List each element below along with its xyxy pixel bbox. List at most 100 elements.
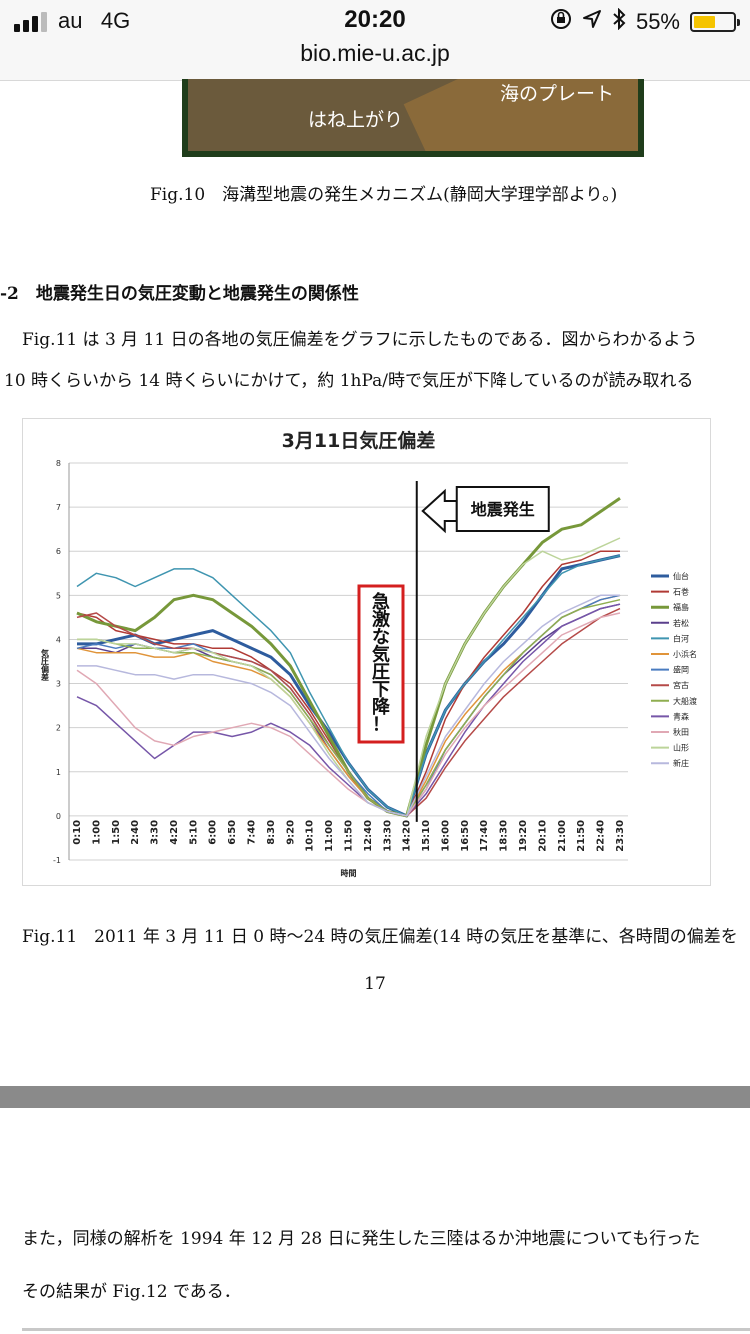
quake-annotation-label: 地震発生: [471, 500, 535, 519]
figure10-caption: Fig.10 海溝型地震の発生メカニズム(静岡大学理学部より。): [150, 185, 618, 205]
x-tick-label: 22:40: [596, 820, 607, 852]
quake-annotation-box: [455, 486, 550, 532]
next-figure-border: [22, 1328, 750, 1331]
pressure-chart: 3月11日気圧偏差 -1 0 1 2 3 4 5 6 7 8 0:10 1:00 1:50 2:40 3:30…: [22, 418, 711, 886]
series-line: [76, 594, 621, 817]
drop-annotation-char: 降: [372, 696, 391, 718]
x-tick-label: 10:10: [305, 820, 316, 852]
x-tick-label: 20:10: [537, 820, 548, 852]
series-line: [77, 594, 620, 817]
x-tick-label: 15:10: [421, 820, 432, 852]
x-tick-label: 3:30: [150, 820, 161, 845]
drop-annotation-char: ！: [372, 715, 390, 736]
x-tick-label: 13:30: [382, 820, 393, 852]
legend-label: 小浜名: [673, 649, 697, 659]
x-tick-label: 18:30: [499, 820, 510, 852]
series-line: [76, 554, 621, 817]
x-tick-label: 17:40: [479, 820, 490, 852]
paragraph-line: 10 時くらいから 14 時くらいにかけて，約 1hPa/時で気圧が下降している…: [4, 371, 694, 391]
legend-label: 白河: [673, 633, 689, 643]
x-tick-label: 19:20: [518, 820, 529, 852]
y-tick-label: 8: [56, 459, 61, 468]
x-tick-label: 12:40: [363, 820, 374, 852]
x-tick-label: 4:20: [169, 820, 180, 845]
legend-label: 福島: [673, 602, 689, 612]
x-tick-label: 2:40: [130, 820, 141, 845]
y-axis-label: 気圧偏差: [41, 648, 50, 681]
carrier-label: au 4G: [58, 8, 131, 33]
y-tick-label: 4: [56, 635, 61, 644]
paragraph-line: Fig.11 は 3 月 11 日の各地の気圧偏差をグラフに示したものである．図…: [22, 330, 698, 350]
pressure-chart-svg: 3月11日気圧偏差 -1 0 1 2 3 4 5 6 7 8 0:10 1:00 1:50 2:40 3:30…: [41, 429, 698, 878]
y-tick-label: 1: [56, 768, 61, 777]
x-tick-label: 11:50: [344, 820, 355, 852]
x-tick-label: 1:50: [111, 820, 122, 845]
x-tick-label: 5:10: [188, 820, 199, 845]
legend-label: 山形: [673, 743, 689, 753]
figure10-label-uplift: はね上がり: [308, 109, 404, 131]
figure11-caption: Fig.11 2011 年 3 月 11 日 0 時～24 時の気圧偏差(14 …: [22, 927, 738, 947]
x-tick-label: 16:50: [460, 820, 471, 852]
y-tick-label: -1: [53, 856, 61, 865]
legend-label: 宮古: [673, 680, 689, 690]
y-tick-label: 6: [56, 547, 61, 556]
drop-annotation-char: 下: [372, 680, 390, 701]
drop-annotation-char: な: [372, 627, 390, 648]
drop-annotation-box: [357, 584, 405, 744]
quake-arrow-icon: [421, 488, 458, 534]
figure10-image: はね上がり 海のプレート: [182, 79, 644, 157]
url-bar[interactable]: bio.mie-u.ac.jp: [300, 40, 450, 66]
paragraph-line: その結果が Fig.12 である．: [22, 1282, 241, 1302]
series-line: [76, 612, 621, 817]
drop-annotation-char: 気: [372, 644, 390, 666]
section-heading: -2 地震発生日の気圧変動と地震発生の関係性: [0, 284, 359, 304]
legend-label: 盛岡: [673, 665, 689, 675]
legend-label: 石巻: [673, 587, 689, 597]
clock: 20:20: [344, 6, 406, 33]
orientation-lock-icon: [550, 8, 572, 36]
bluetooth-icon: [612, 7, 626, 36]
legend-label: 大船渡: [673, 696, 697, 706]
x-tick-label: 21:50: [576, 820, 587, 852]
paragraph-line: また，同様の解析を 1994 年 12 月 28 日に発生した三陸はるか沖地震に…: [22, 1229, 701, 1249]
series-line: [76, 603, 621, 817]
y-tick-label: 5: [56, 591, 61, 600]
x-tick-label: 6:50: [227, 820, 238, 845]
signal-icon: [14, 12, 50, 32]
x-tick-label: 23:30: [615, 820, 626, 852]
drop-annotation-char: 激: [372, 609, 390, 631]
x-tick-label: 1:00: [91, 820, 102, 845]
page-number: 17: [364, 974, 386, 994]
x-axis-label: 時間: [341, 868, 357, 878]
drop-annotation-char: 圧: [372, 662, 390, 683]
series-line: [76, 594, 621, 817]
legend-label: 仙台: [673, 571, 689, 581]
series-line: [77, 598, 621, 817]
legend-label: 若松: [673, 618, 689, 628]
chart-title: 3月11日気圧偏差: [282, 429, 436, 452]
x-tick-label: 9:20: [285, 820, 296, 845]
x-tick-label: 8:30: [266, 820, 277, 845]
figure10-label-plate: 海のプレート: [500, 83, 615, 105]
x-tick-label: 0:10: [72, 820, 83, 845]
page-divider: [0, 1086, 750, 1108]
x-tick-label: 14:20: [402, 820, 413, 852]
drop-annotation-char: 急: [372, 591, 390, 613]
legend-label: 青森: [673, 711, 689, 721]
legend-label: 新庄: [673, 758, 689, 768]
location-icon: [582, 9, 602, 35]
x-tick-label: 16:00: [440, 820, 451, 852]
y-tick-label: 3: [56, 680, 61, 689]
battery-percent: 55%: [635, 9, 680, 34]
status-bar: au 4G 20:20 bio.mie-u.ac.jp 55%: [0, 0, 750, 81]
x-tick-label: 21:00: [557, 820, 568, 852]
status-right: 55%: [550, 7, 740, 36]
y-tick-label: 0: [56, 812, 61, 821]
y-tick-label: 2: [56, 724, 61, 733]
y-tick-label: 7: [56, 503, 61, 512]
x-tick-label: 11:00: [324, 820, 335, 852]
x-tick-label: 6:00: [208, 820, 219, 845]
battery-icon: [690, 12, 740, 32]
x-tick-label: 7:40: [247, 820, 258, 845]
legend-label: 秋田: [673, 727, 689, 737]
